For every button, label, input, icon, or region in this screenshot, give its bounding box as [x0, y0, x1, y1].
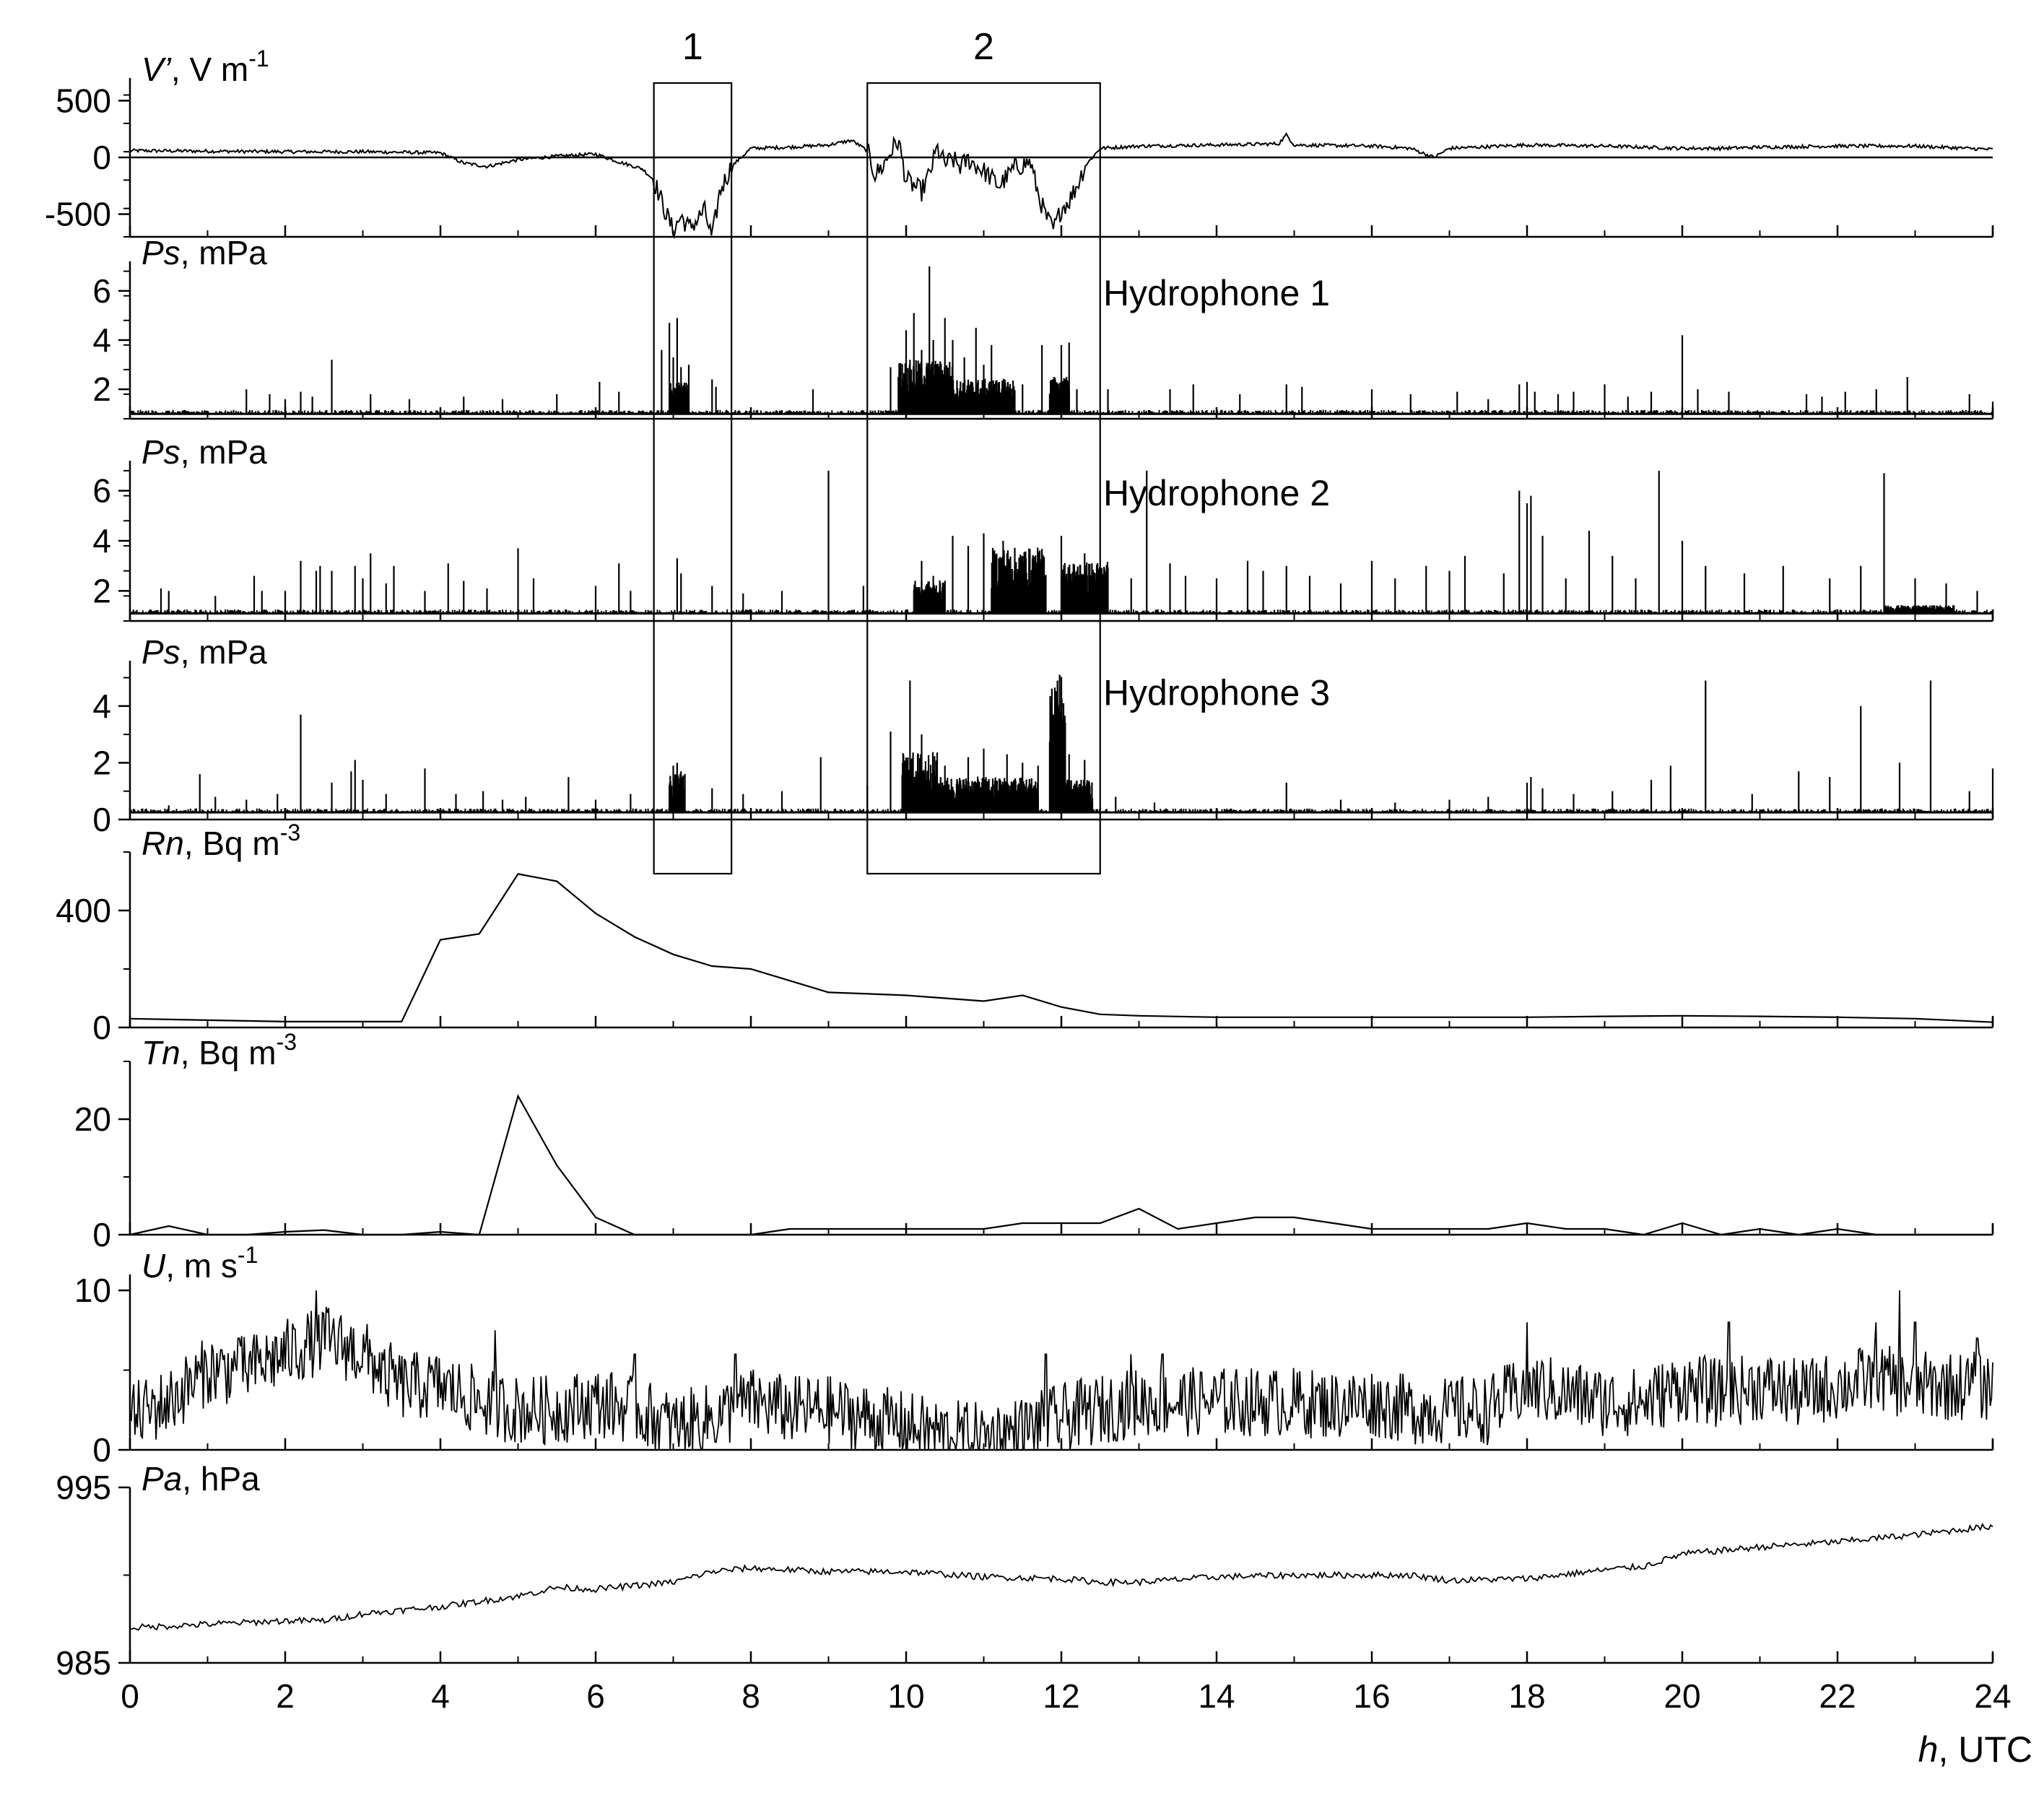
y-tick-label: 0: [92, 801, 111, 838]
x-tick-label: 0: [121, 1677, 139, 1715]
burst-cluster: [901, 752, 939, 813]
panel-label: Pa, hPa: [142, 1460, 260, 1498]
burst-cluster: [991, 547, 1047, 614]
y-tick-label: 10: [74, 1272, 111, 1309]
y-tick-label: 4: [92, 321, 111, 359]
y-tick-label: 0: [92, 1009, 111, 1046]
panel-rn: 400 0 Rn, Bq m-3: [56, 820, 1994, 1046]
panel-hydro3: 4 2 0 Ps, mPa Hydrophone 3: [92, 633, 1994, 838]
panel-pa: 995 985 Pa, hPa: [56, 1460, 1994, 1682]
x-tick-label: 2: [276, 1677, 295, 1715]
y-tick-label: 6: [92, 272, 111, 310]
y-tick-label: -500: [45, 196, 111, 233]
highlight-box-label: 1: [682, 26, 703, 68]
x-tick-label: 20: [1664, 1677, 1700, 1715]
highlight-box-label: 2: [973, 26, 994, 68]
y-tick-label: 4: [92, 522, 111, 560]
x-tick-label: 16: [1353, 1677, 1390, 1715]
hydrophone-label: Hydrophone 3: [1103, 673, 1330, 713]
x-tick-label: 10: [887, 1677, 924, 1715]
y-tick-label: 400: [56, 892, 111, 929]
burst-cluster: [936, 776, 1039, 813]
panel-hydro2: 6 4 2 Ps, mPa Hydrophone 2: [92, 433, 1994, 622]
burst-cluster: [669, 382, 690, 414]
panel-hydro1: 6 4 2 Ps, mPa Hydrophone 1: [92, 234, 1994, 420]
x-tick-label: 8: [742, 1677, 760, 1715]
panel-u: 10 0 U, m s-1: [74, 1242, 1994, 1469]
panel-label: Ps, mPa: [142, 433, 267, 471]
y-tick-label: 0: [92, 1216, 111, 1253]
x-tick-label: 14: [1198, 1677, 1235, 1715]
burst-cluster: [897, 360, 954, 414]
highlight-box-2: [866, 82, 1101, 875]
x-tick-label: 18: [1508, 1677, 1545, 1715]
panel-label: U, m s-1: [142, 1242, 258, 1285]
highlight-box-1: [653, 82, 733, 875]
series-line: [129, 1522, 1993, 1631]
panel-label: Ps, mPa: [142, 234, 267, 271]
panel-vprime: 500 0 -500 V’, V m-1: [45, 45, 1994, 240]
series-line: [129, 1094, 1993, 1236]
burst-cluster: [1064, 779, 1094, 813]
x-tick-label: 4: [431, 1677, 450, 1715]
burst-cluster: [1048, 377, 1070, 414]
panel-label: Ps, mPa: [142, 633, 267, 671]
panel-label: Tn, Bq m-3: [142, 1029, 297, 1072]
y-tick-label: 2: [92, 370, 111, 408]
x-tick-label: 22: [1819, 1677, 1856, 1715]
x-tick-label: 6: [586, 1677, 605, 1715]
hydrophone-label: Hydrophone 1: [1103, 273, 1330, 313]
panel-label: V’, V m-1: [142, 45, 269, 88]
y-tick-label: 4: [92, 687, 111, 725]
y-tick-label: 6: [92, 472, 111, 510]
y-tick-label: 0: [92, 139, 111, 176]
burst-cluster: [1883, 605, 1955, 614]
burst-cluster: [913, 580, 946, 614]
series-line: [129, 1290, 1993, 1451]
y-tick-label: 2: [92, 744, 111, 781]
series-line: [129, 132, 1993, 240]
y-tick-label: 20: [74, 1100, 111, 1138]
x-tick-label: 24: [1974, 1677, 2011, 1715]
panel-tn: 20 0 Tn, Bq m-3: [74, 1029, 1994, 1253]
x-axis-title: h, UTC: [1918, 1729, 2032, 1770]
y-tick-label: 2: [92, 572, 111, 609]
hydrophone-label: Hydrophone 2: [1103, 473, 1330, 513]
x-tick-label: 12: [1043, 1677, 1079, 1715]
panel-label: Rn, Bq m-3: [142, 820, 300, 862]
y-tick-label: 985: [56, 1644, 111, 1682]
y-tick-label: 0: [92, 1431, 111, 1469]
y-tick-label: 500: [56, 82, 111, 119]
y-tick-label: 995: [56, 1469, 111, 1506]
series-line: [129, 873, 1993, 1023]
x-axis: 0 2 4 6 8 10 12 14 16 18 20 22 24h, UTC: [121, 1677, 2032, 1770]
